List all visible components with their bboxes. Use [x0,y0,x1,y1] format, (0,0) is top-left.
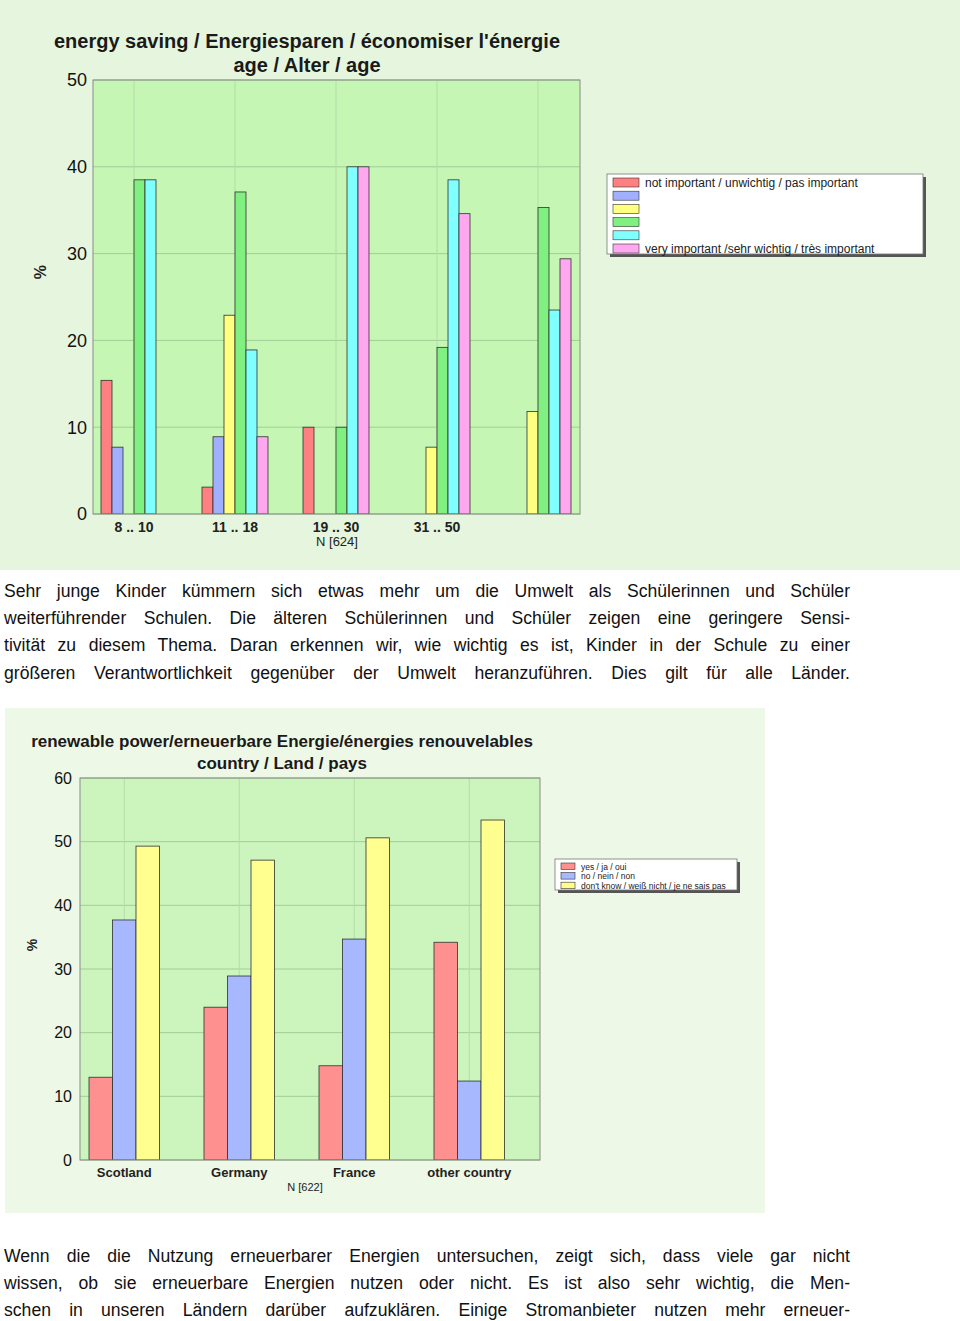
bar [366,838,390,1160]
bar [101,380,112,514]
bar [560,259,571,514]
y-axis-label: % [32,265,49,279]
paragraph-line: weiterführender Schulen. Die älteren Sch… [4,605,850,632]
legend: yes / ja / ouino / nein / nondon't know … [555,859,740,893]
legend-label: no / nein / non [581,871,635,881]
paragraph-line: Wenn die die Nutzung erneuerbarer Energi… [4,1243,850,1270]
x-tick-label: 11 .. 18 [212,519,258,535]
x-tick-label: Scotland [97,1165,152,1180]
bar [527,412,538,514]
bar [202,487,213,514]
bar [319,1066,343,1160]
legend-label: yes / ja / oui [581,862,626,872]
paragraph-line: tivität zu diesem Thema. Daran erkennen … [4,632,850,659]
bar [358,167,369,514]
bar [213,437,224,514]
y-axis-label: % [24,938,40,951]
bar [136,846,160,1160]
y-tick-label: 60 [54,770,72,787]
legend-label: very important /sehr wichtig / très impo… [645,242,875,256]
bar [303,427,314,514]
legend-swatch [613,231,639,240]
bar [251,860,275,1160]
chart: 0 10 20 30 40 50 60 Scotland Germany France other … [5,708,765,1213]
bar [204,1007,228,1160]
legend-swatch [613,178,639,187]
x-tick-label: France [333,1165,376,1180]
bar [336,427,347,514]
bar [426,447,437,514]
bars [101,167,571,514]
y-tick-label: 50 [54,833,72,850]
bar [113,920,137,1160]
bar [481,820,505,1160]
x-axis-label: N [622] [287,1181,322,1193]
y-tick-label: 30 [54,961,72,978]
chart-background [5,708,765,1213]
plot-area [80,778,540,1160]
legend-swatch [613,204,639,213]
y-tick-label: 0 [77,504,87,524]
bar [112,447,123,514]
chart-background [0,0,960,570]
y-tick-label: 40 [67,157,87,177]
y-tick-label: 30 [67,244,87,264]
chart-title: renewable power/erneuerbare Energie/éner… [31,732,533,751]
legend-swatch [561,882,575,889]
paragraph-line: größeren Verantwortlichkeit gegenüber de… [4,660,850,687]
legend-swatch [561,863,575,870]
y-tick-label: 20 [67,331,87,351]
plot-frame [93,80,580,514]
paragraph-line: wissen, ob sie erneuerbare Energien nutz… [4,1270,850,1297]
legend-swatch [613,191,639,200]
legend: not important / unwichtig / pas importan… [607,174,926,257]
bar [458,1081,482,1160]
bar [257,437,268,514]
x-tick-label: other country [427,1165,512,1180]
legend-swatch [561,873,575,880]
bar [549,310,560,514]
legend-label: not important / unwichtig / pas importan… [645,176,858,190]
legend-swatch [613,218,639,227]
x-tick-label: 31 .. 50 [414,519,461,535]
x-tick-label: Germany [211,1165,268,1180]
x-axis-label: N [624] [316,534,358,549]
bar [343,939,367,1160]
y-tick-label: 10 [67,418,87,438]
bar [224,315,235,514]
page-canvas: 0 10 20 30 40 50 8 .. 10 11 .. 18 19 .. 30 31 .. … [0,0,960,1321]
bar [437,347,448,514]
bar [134,180,145,514]
y-tick-label: 0 [63,1152,72,1169]
y-tick-label: 20 [54,1024,72,1041]
chart-title: energy saving / Energiesparen / économis… [54,30,560,52]
legend-swatch [613,244,639,253]
chart: 0 10 20 30 40 50 8 .. 10 11 .. 18 19 .. 30 31 .. … [0,0,960,570]
bar [89,1077,113,1160]
x-tick-label: 19 .. 30 [313,519,360,535]
y-tick-label: 40 [54,897,72,914]
bar [235,192,246,514]
legend-box [555,859,737,890]
bar [459,214,470,514]
bar [145,180,156,514]
plot-area [93,80,580,514]
y-tick-label: 50 [67,70,87,90]
bar [347,167,358,514]
grid-line [80,841,540,842]
legend-label: don't know / weiß nicht / je ne sais pas [581,881,726,891]
plot-frame [80,778,540,1160]
chart-subtitle: age / Alter / age [233,54,380,76]
chart-subtitle: country / Land / pays [197,754,367,773]
bar [538,208,549,514]
y-tick-label: 10 [54,1088,72,1105]
paragraph-line: schen in unseren Ländern darüber aufzukl… [4,1297,850,1321]
paragraph-line: Sehr junge Kinder kümmern sich etwas meh… [4,578,850,605]
bar [434,942,458,1160]
x-tick-label: 8 .. 10 [115,519,154,535]
bar [246,350,257,514]
bar [228,976,252,1160]
bar [448,180,459,514]
bars [89,820,505,1160]
